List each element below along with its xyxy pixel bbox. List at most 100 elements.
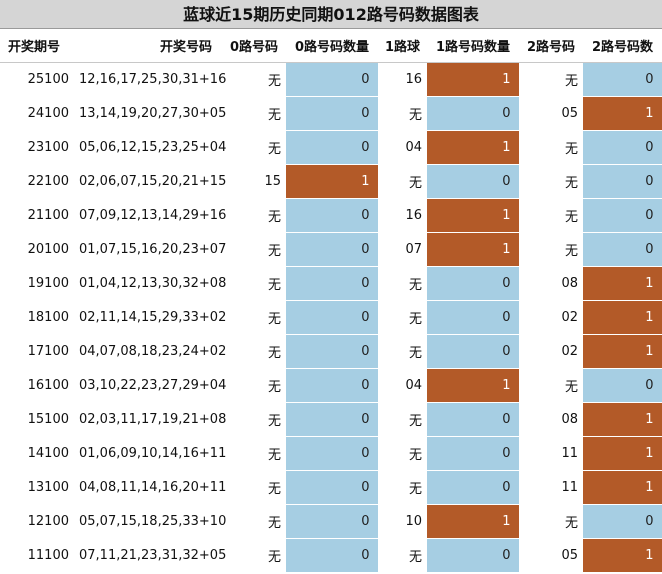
cell-route2-count: 1	[583, 96, 662, 131]
cell-numbers: 05,07,15,18,25,33+10	[74, 504, 226, 539]
cell-route2-count: 1	[583, 334, 662, 369]
cell-issue: 16100	[0, 368, 74, 403]
cell-route1-count: 0	[427, 538, 520, 573]
cell-route1: 无	[378, 470, 427, 505]
cell-route1: 无	[378, 334, 427, 369]
cell-route1: 04	[378, 368, 427, 403]
cell-route1-count: 1	[427, 198, 520, 233]
cell-route1-count: 0	[427, 164, 520, 199]
cell-route0-count: 0	[286, 538, 379, 573]
cell-route0: 无	[222, 504, 286, 539]
header-route1-count: 1路号码数量	[427, 29, 519, 63]
cell-route2-count: 0	[583, 504, 662, 539]
cell-issue: 22100	[0, 164, 74, 199]
header-row: 开奖期号 开奖号码 0路号码 0路号码数量 1路球 1路号码数量 2路号码 2路…	[0, 29, 662, 63]
table-row: 14100 01,06,09,10,14,16+11 无 0 无 0 11 1	[0, 436, 662, 471]
cell-issue: 15100	[0, 402, 74, 437]
cell-route2-count: 1	[583, 300, 662, 335]
cell-route0: 无	[222, 436, 286, 471]
cell-issue: 19100	[0, 266, 74, 301]
cell-numbers: 02,06,07,15,20,21+15	[74, 164, 226, 199]
cell-route2-count: 1	[583, 266, 662, 301]
cell-route0: 无	[222, 402, 286, 437]
cell-route1-count: 0	[427, 470, 520, 505]
cell-route0-count: 0	[286, 436, 379, 471]
cell-route0: 无	[222, 198, 286, 233]
table-row: 19100 01,04,12,13,30,32+08 无 0 无 0 08 1	[0, 266, 662, 301]
cell-route2: 11	[519, 470, 583, 505]
table-row: 11100 07,11,21,23,31,32+05 无 0 无 0 05 1	[0, 538, 662, 573]
cell-route0-count: 0	[286, 368, 379, 403]
table-row: 23100 05,06,12,15,23,25+04 无 0 04 1 无 0	[0, 130, 662, 165]
cell-route0-count: 0	[286, 266, 379, 301]
cell-route2-count: 0	[583, 130, 662, 165]
table-row: 16100 03,10,22,23,27,29+04 无 0 04 1 无 0	[0, 368, 662, 403]
cell-route2: 无	[519, 504, 583, 539]
cell-route2: 无	[519, 368, 583, 403]
cell-route0-count: 1	[286, 164, 379, 199]
cell-route1-count: 1	[427, 62, 520, 97]
cell-route2: 无	[519, 62, 583, 97]
cell-route1: 16	[378, 62, 427, 97]
cell-route2-count: 1	[583, 402, 662, 437]
cell-route0: 无	[222, 368, 286, 403]
header-issue: 开奖期号	[0, 29, 74, 63]
cell-route0-count: 0	[286, 62, 379, 97]
table-row: 25100 12,16,17,25,30,31+16 无 0 16 1 无 0	[0, 62, 662, 97]
cell-route1-count: 0	[427, 300, 520, 335]
cell-route2: 无	[519, 232, 583, 267]
cell-route0-count: 0	[286, 334, 379, 369]
cell-route1-count: 0	[427, 96, 520, 131]
cell-route2: 08	[519, 402, 583, 437]
cell-route1-count: 0	[427, 266, 520, 301]
cell-route0: 无	[222, 334, 286, 369]
cell-route1: 07	[378, 232, 427, 267]
cell-route2-count: 1	[583, 538, 662, 573]
cell-route1: 无	[378, 436, 427, 471]
cell-route2: 05	[519, 96, 583, 131]
cell-route0: 无	[222, 300, 286, 335]
cell-route2: 无	[519, 130, 583, 165]
cell-numbers: 01,07,15,16,20,23+07	[74, 232, 226, 267]
cell-issue: 14100	[0, 436, 74, 471]
cell-route0: 无	[222, 62, 286, 97]
cell-numbers: 03,10,22,23,27,29+04	[74, 368, 226, 403]
cell-numbers: 12,16,17,25,30,31+16	[74, 62, 226, 97]
cell-route2: 02	[519, 334, 583, 369]
cell-issue: 20100	[0, 232, 74, 267]
table-row: 20100 01,07,15,16,20,23+07 无 0 07 1 无 0	[0, 232, 662, 267]
cell-route2-count: 0	[583, 232, 662, 267]
cell-numbers: 01,06,09,10,14,16+11	[74, 436, 226, 471]
cell-route0: 无	[222, 538, 286, 573]
cell-route1-count: 1	[427, 232, 520, 267]
cell-route2: 05	[519, 538, 583, 573]
cell-numbers: 07,11,21,23,31,32+05	[74, 538, 226, 573]
cell-route1: 10	[378, 504, 427, 539]
header-numbers: 开奖号码	[74, 29, 222, 63]
cell-numbers: 05,06,12,15,23,25+04	[74, 130, 226, 165]
cell-route1: 无	[378, 538, 427, 573]
cell-route2-count: 0	[583, 198, 662, 233]
table-row: 12100 05,07,15,18,25,33+10 无 0 10 1 无 0	[0, 504, 662, 539]
cell-issue: 13100	[0, 470, 74, 505]
cell-route2-count: 0	[583, 62, 662, 97]
cell-numbers: 02,11,14,15,29,33+02	[74, 300, 226, 335]
cell-route1-count: 1	[427, 504, 520, 539]
cell-route0: 无	[222, 266, 286, 301]
cell-route0: 15	[222, 164, 286, 199]
table-body: 25100 12,16,17,25,30,31+16 无 0 16 1 无 0 24100 13,…	[0, 62, 662, 573]
cell-route0-count: 0	[286, 130, 379, 165]
cell-route2: 11	[519, 436, 583, 471]
cell-issue: 18100	[0, 300, 74, 335]
cell-route1: 无	[378, 266, 427, 301]
table-row: 22100 02,06,07,15,20,21+15 15 1 无 0 无 0	[0, 164, 662, 199]
cell-route0-count: 0	[286, 504, 379, 539]
cell-route1-count: 0	[427, 334, 520, 369]
cell-route1-count: 0	[427, 402, 520, 437]
cell-numbers: 13,14,19,20,27,30+05	[74, 96, 226, 131]
cell-numbers: 04,08,11,14,16,20+11	[74, 470, 226, 505]
cell-issue: 25100	[0, 62, 74, 97]
cell-numbers: 04,07,08,18,23,24+02	[74, 334, 226, 369]
cell-route0-count: 0	[286, 470, 379, 505]
